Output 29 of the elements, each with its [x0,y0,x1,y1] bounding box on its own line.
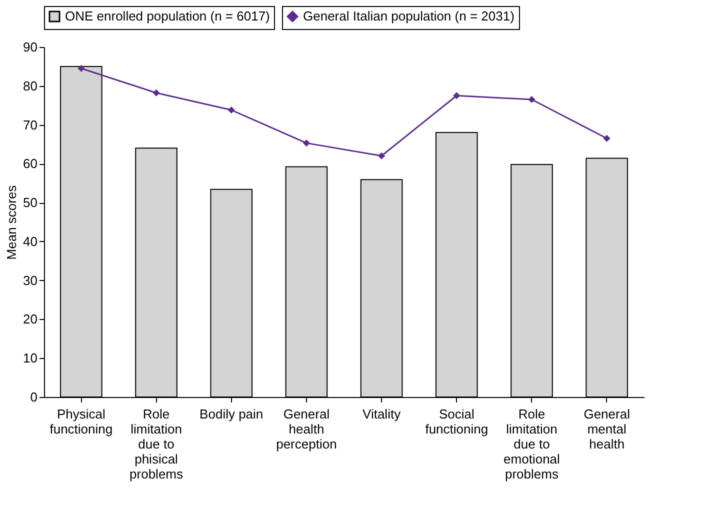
x-tick-label: Role limitation due to phisical problems [130,406,184,482]
point [152,89,160,96]
point [302,140,310,147]
y-tick-label: 30 [23,272,38,288]
y-tick-label: 60 [23,156,38,172]
y-tick-label: 90 [23,40,38,54]
point [228,106,235,114]
legend-label: ONE enrolled population (n = 6017) [65,8,270,24]
x-tick-label: General mental health [584,406,630,452]
x-tick-label: General health perception [276,406,337,452]
point [453,92,460,100]
x-tick-label: Social functioning [425,406,488,436]
x-tick-label: Vitality [362,406,402,422]
point [603,134,610,142]
x-tick-label: Role limitation due to emotional problems [504,406,560,482]
point [378,152,386,160]
y-tick-label: 10 [23,350,38,366]
x-tick-label: Physical functioning [50,406,113,436]
y-tick-label: 80 [23,78,38,94]
y-tick-label: 50 [23,195,38,210]
y-tick-label: 0 [30,390,38,404]
x-tick-label: Bodily pain [200,406,264,422]
y-tick-label: 40 [23,234,38,249]
y-tick-label: 20 [23,312,38,327]
y-axis-title: Mean scores [4,184,20,260]
legend-label: General Italian population (n = 2031) [303,8,514,24]
point [528,96,536,104]
y-tick-label: 70 [23,117,38,132]
point [78,64,85,72]
